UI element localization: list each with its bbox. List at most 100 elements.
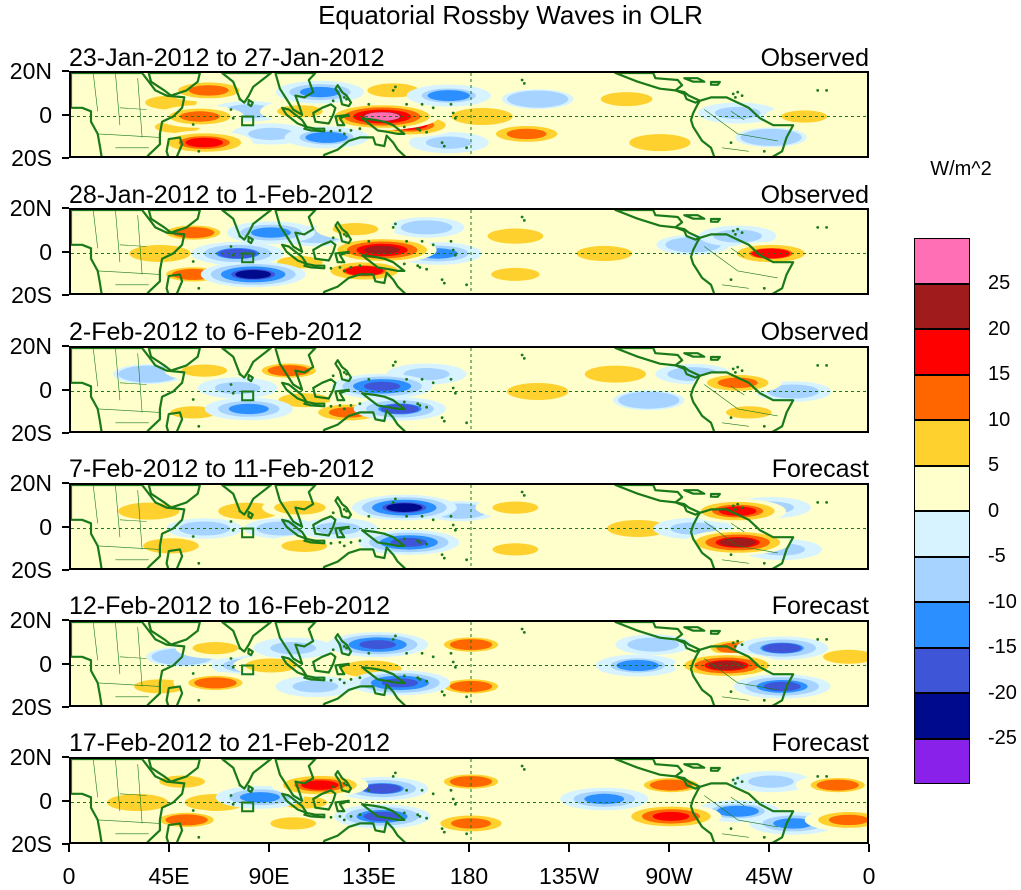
island-9 (451, 386, 455, 390)
anomaly-contour-4-16-4 (762, 643, 802, 653)
border-9 (730, 248, 745, 258)
border-4 (97, 682, 160, 687)
land-madagascar (165, 136, 184, 156)
map-panel-1 (69, 71, 869, 158)
border-0 (92, 622, 98, 661)
border-8 (722, 833, 749, 838)
land-borneo (312, 240, 337, 262)
anomaly-contour-5-15-3 (773, 818, 814, 829)
anomaly-contour-2-13-3 (228, 403, 269, 415)
island-34 (329, 129, 333, 133)
island-22 (731, 778, 735, 782)
anomaly-contour-4-17-4 (763, 681, 801, 692)
island-18 (358, 264, 362, 268)
border-9 (730, 111, 745, 121)
islands (191, 353, 828, 428)
border-4 (97, 819, 160, 824)
island-9 (451, 523, 455, 527)
island-6 (440, 553, 444, 556)
island-25 (740, 780, 744, 783)
island-5 (425, 405, 428, 409)
island-10 (454, 253, 457, 257)
island-22 (731, 641, 735, 645)
island-23 (734, 371, 737, 374)
land-mexico (614, 759, 684, 778)
island-11 (391, 775, 395, 778)
panel-2-date-range: 28-Jan-2012 to 1-Feb-2012 (69, 181, 374, 209)
land-cuba (683, 214, 706, 220)
anomaly-contour-4-12-3 (449, 639, 493, 651)
panel-3-ylabel-eq: 0 (39, 377, 52, 403)
island-38 (238, 783, 242, 787)
land-hispaniola (709, 629, 722, 635)
island-17 (449, 239, 453, 243)
border-2 (137, 490, 143, 550)
island-3 (197, 835, 201, 839)
island-18 (358, 127, 362, 131)
island-21 (729, 141, 733, 144)
island-13 (367, 514, 371, 518)
border-7 (737, 682, 778, 691)
anomaly-contour-5-11-3 (816, 779, 859, 791)
island-13 (367, 651, 371, 655)
island-29 (402, 262, 406, 266)
panel-6-ylabel-eq: 0 (39, 788, 52, 814)
island-29 (402, 537, 406, 541)
land-india (221, 759, 273, 790)
island-28 (416, 127, 420, 131)
island-27 (520, 215, 524, 219)
island-29 (402, 674, 406, 678)
panel-6-ylabel-20n: 20N (9, 744, 52, 770)
xlabel-90w: 90W (645, 863, 693, 889)
island-35 (762, 286, 766, 290)
panel-2-ylabel-eq: 0 (39, 239, 52, 265)
panel-5-ylabel-20n: 20N (9, 607, 52, 633)
island-14 (405, 514, 408, 518)
island-28 (416, 264, 420, 268)
island-5 (425, 816, 428, 820)
island-12 (394, 85, 397, 89)
island-18 (358, 676, 362, 680)
land-camerica (674, 364, 702, 379)
island-0 (229, 108, 233, 111)
island-23 (734, 645, 737, 648)
anomaly-contour-5-18-4 (301, 780, 339, 790)
map-panel-3 (69, 346, 869, 433)
island-36 (825, 501, 828, 504)
island-27 (520, 353, 524, 357)
country-borders (92, 485, 778, 564)
island-24 (736, 365, 740, 369)
anomaly-contour-0-0-2 (451, 108, 513, 125)
island-3 (197, 561, 201, 565)
island-6 (440, 690, 444, 693)
land-cuba (683, 489, 706, 495)
anomaly-contour-3-5-2 (143, 538, 199, 554)
island-33 (338, 404, 342, 407)
border-3 (119, 382, 147, 385)
land-samerica (689, 782, 795, 842)
island-3 (197, 698, 201, 702)
island-37 (816, 638, 820, 641)
land-philippines (334, 221, 353, 245)
island-16 (431, 518, 435, 522)
land-africa (71, 210, 186, 293)
island-16 (431, 792, 435, 796)
land-hispaniola (709, 492, 722, 498)
island-2 (191, 260, 195, 263)
olr-field-6 (69, 757, 869, 844)
anomaly-contour-4-7-2 (823, 649, 867, 664)
island-11 (391, 226, 395, 229)
island-36 (825, 364, 828, 367)
coastlines (71, 485, 795, 568)
island-15 (420, 239, 424, 243)
island-14 (405, 102, 408, 106)
border-8 (722, 147, 749, 152)
panel-2-type: Observed (760, 181, 869, 209)
land-australia (322, 409, 407, 431)
land-samerica (689, 371, 795, 431)
xtick-6 (668, 844, 670, 852)
olr-field-5 (69, 620, 869, 707)
coastlines (71, 73, 795, 156)
island-4 (418, 404, 422, 407)
island-26 (522, 82, 526, 85)
